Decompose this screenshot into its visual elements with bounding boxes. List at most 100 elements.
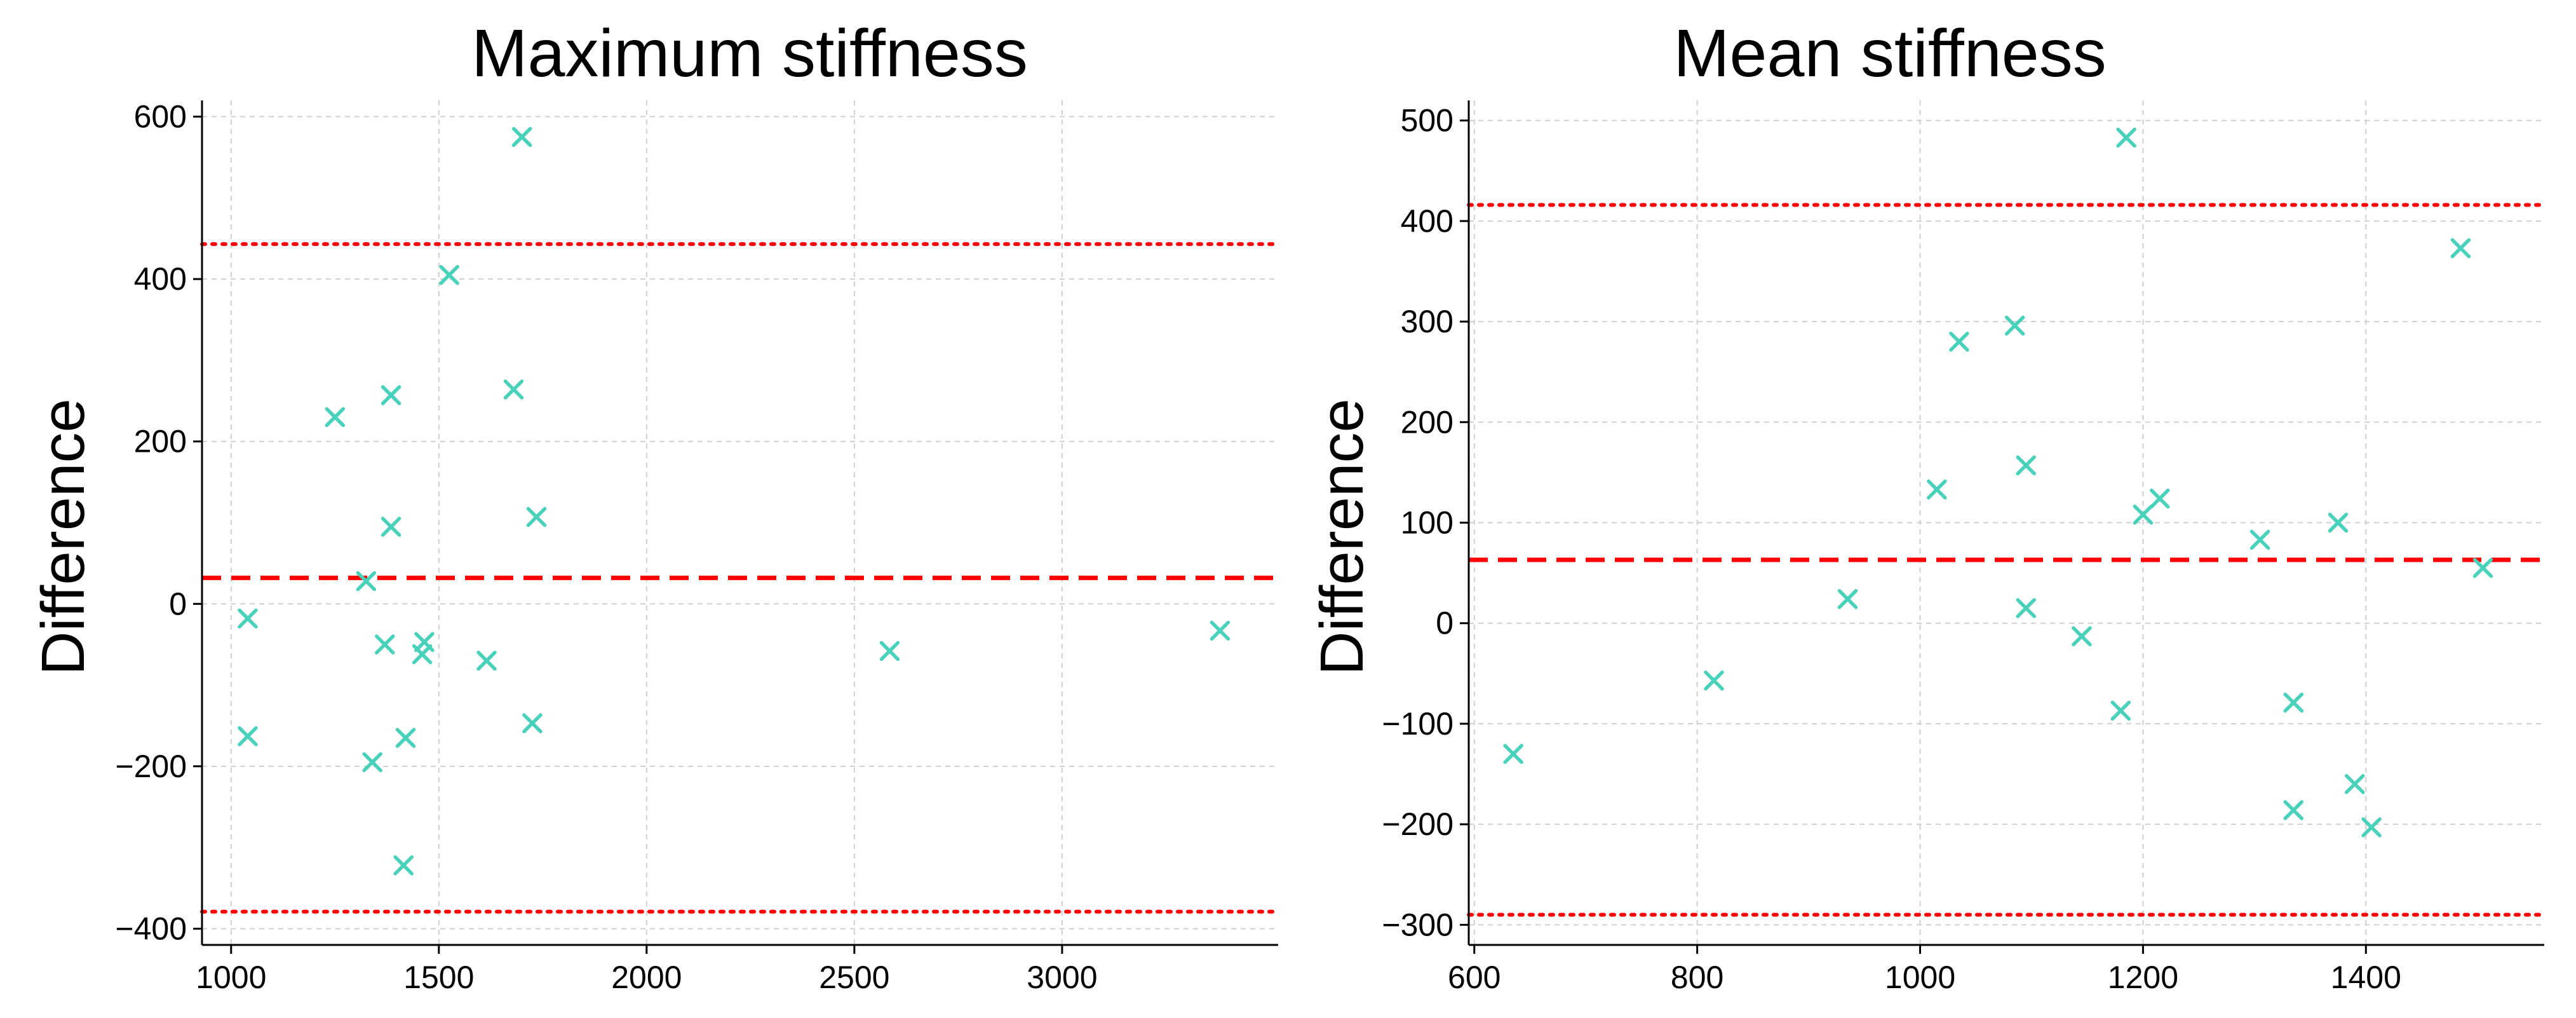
data-point (2283, 800, 2304, 820)
tick-labels: 600 800 1000 1200 1400 −300 −200 −100 0 100 200 300… (1382, 103, 2401, 995)
data-point (1927, 479, 1947, 500)
y-tick-label: 400 (134, 261, 187, 297)
data-point (381, 385, 401, 405)
y-tick-label: 0 (169, 586, 187, 621)
data-point-stroke (1503, 743, 1523, 764)
data-point-stroke (476, 650, 497, 671)
data-point (439, 264, 459, 285)
data-point (2016, 455, 2036, 476)
data-point-stroke (2016, 598, 2036, 618)
data-point-stroke (503, 379, 524, 400)
axes (193, 100, 1278, 954)
x-tick-label: 800 (1671, 960, 1723, 995)
data-point (2249, 529, 2270, 550)
y-axis-label: Difference (29, 398, 97, 675)
x-tick-label: 1200 (2108, 960, 2178, 995)
data-point-stroke (2149, 488, 2170, 509)
data-point-stroke (1704, 670, 1724, 691)
data-point-stroke (2450, 238, 2471, 259)
data-point (1210, 620, 1231, 641)
data-point (1837, 588, 1858, 609)
panel-maximum-stiffness: Maximum stiffness Difference 1000 1500 200… (29, 16, 1280, 995)
data-point-stroke (412, 644, 433, 665)
x-tick-label: 1400 (2331, 960, 2401, 995)
data-point-stroke (522, 713, 543, 733)
y-tick-label: 300 (1401, 304, 1453, 339)
data-point-stroke (2110, 700, 2131, 721)
y-axis-label: Difference (1308, 398, 1376, 675)
data-point (362, 752, 382, 773)
axes (1460, 100, 2544, 954)
data-point (2072, 626, 2092, 647)
x-tick-label: 2000 (611, 960, 682, 995)
data-point (2450, 238, 2471, 259)
data-point-stroke (238, 726, 258, 747)
panel-mean-stiffness: Mean stiffness Difference 600 800 1000 1200… (1308, 16, 2546, 995)
data-point-stroke (2328, 512, 2349, 533)
data-point-stroke (381, 517, 401, 537)
data-point (511, 126, 532, 147)
data-point (2345, 774, 2365, 794)
x-tick-label: 1000 (1885, 960, 1955, 995)
y-tick-label: 0 (1436, 606, 1453, 641)
data-point (476, 650, 497, 671)
x-tick-label: 2500 (819, 960, 889, 995)
grid-lines (1469, 100, 2544, 945)
data-point (879, 641, 900, 662)
data-point (381, 517, 401, 537)
data-point (2016, 598, 2036, 618)
data-point-stroke (2249, 529, 2270, 550)
scatter-points (238, 126, 1231, 876)
y-tick-label: 500 (1401, 103, 1453, 139)
data-point (393, 855, 414, 876)
y-tick-label: −200 (1382, 806, 1453, 842)
data-point (238, 608, 258, 629)
data-point-stroke (511, 126, 532, 147)
data-point-stroke (439, 264, 459, 285)
data-point (375, 634, 395, 655)
data-point-stroke (879, 641, 900, 662)
data-point-stroke (2472, 557, 2493, 578)
data-point (2283, 692, 2304, 713)
data-point (2116, 127, 2136, 148)
chart-title: Mean stiffness (1673, 16, 2107, 91)
data-point-stroke (2361, 817, 2382, 838)
data-point-stroke (362, 752, 382, 773)
data-point (2133, 505, 2154, 525)
scatter-points (1503, 127, 2493, 838)
data-point (522, 713, 543, 733)
data-point (503, 379, 524, 400)
y-tick-label: 200 (1401, 404, 1453, 440)
data-point (412, 644, 433, 665)
data-point (325, 407, 346, 428)
chart-title: Maximum stiffness (471, 16, 1028, 91)
data-point (238, 726, 258, 747)
y-tick-label: −100 (1382, 706, 1453, 742)
grid-lines (202, 100, 1278, 945)
data-point-stroke (1949, 331, 1969, 352)
data-point-stroke (2283, 692, 2304, 713)
data-point-stroke (2004, 315, 2025, 336)
x-tick-label: 1500 (403, 960, 474, 995)
data-point (395, 728, 416, 748)
data-point-stroke (2016, 455, 2036, 476)
data-point-stroke (2133, 505, 2154, 525)
y-tick-label: 200 (134, 424, 187, 459)
data-point (356, 571, 377, 592)
y-tick-label: −300 (1382, 907, 1453, 942)
data-point-stroke (1837, 588, 1858, 609)
data-point (1949, 331, 1969, 352)
data-point-stroke (356, 571, 377, 592)
y-tick-label: 600 (134, 99, 187, 135)
data-point (2472, 557, 2493, 578)
data-point-stroke (1210, 620, 1231, 641)
data-point-stroke (2283, 800, 2304, 820)
x-tick-label: 3000 (1027, 960, 1097, 995)
data-point (2004, 315, 2025, 336)
data-point-stroke (395, 728, 416, 748)
x-tick-label: 1000 (196, 960, 266, 995)
data-point (2149, 488, 2170, 509)
data-point-stroke (2072, 626, 2092, 647)
data-point-stroke (2345, 774, 2365, 794)
